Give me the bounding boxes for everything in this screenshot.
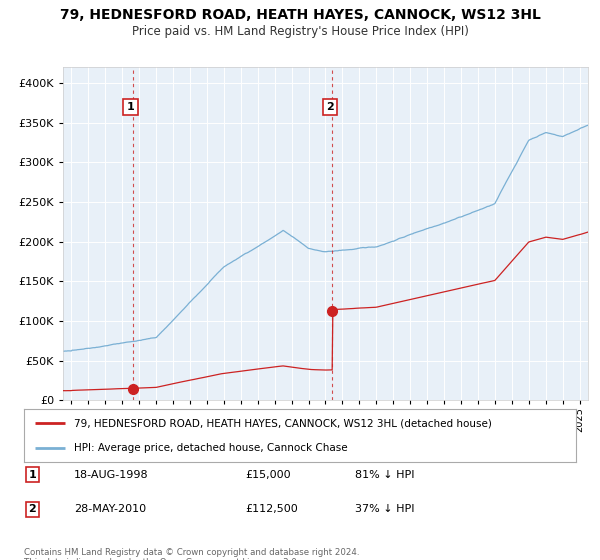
- Text: Contains HM Land Registry data © Crown copyright and database right 2024.
This d: Contains HM Land Registry data © Crown c…: [24, 548, 359, 560]
- Text: Price paid vs. HM Land Registry's House Price Index (HPI): Price paid vs. HM Land Registry's House …: [131, 25, 469, 38]
- Text: 1: 1: [127, 102, 134, 112]
- Text: 37% ↓ HPI: 37% ↓ HPI: [355, 505, 415, 515]
- Text: 18-AUG-1998: 18-AUG-1998: [74, 469, 148, 479]
- Text: 79, HEDNESFORD ROAD, HEATH HAYES, CANNOCK, WS12 3HL (detached house): 79, HEDNESFORD ROAD, HEATH HAYES, CANNOC…: [74, 418, 491, 428]
- Text: 28-MAY-2010: 28-MAY-2010: [74, 505, 146, 515]
- Text: £15,000: £15,000: [245, 469, 290, 479]
- Text: £112,500: £112,500: [245, 505, 298, 515]
- Text: HPI: Average price, detached house, Cannock Chase: HPI: Average price, detached house, Cann…: [74, 442, 347, 452]
- Text: 2: 2: [28, 505, 36, 515]
- Text: 2: 2: [326, 102, 334, 112]
- Text: 81% ↓ HPI: 81% ↓ HPI: [355, 469, 415, 479]
- Text: 1: 1: [28, 469, 36, 479]
- Text: 79, HEDNESFORD ROAD, HEATH HAYES, CANNOCK, WS12 3HL: 79, HEDNESFORD ROAD, HEATH HAYES, CANNOC…: [59, 8, 541, 22]
